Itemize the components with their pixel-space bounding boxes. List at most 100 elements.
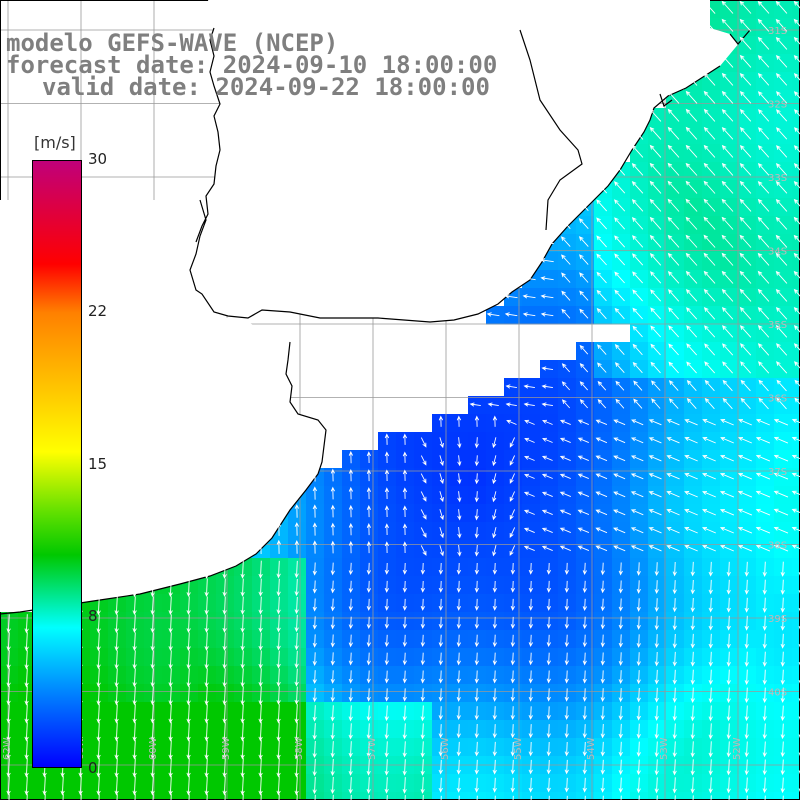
wind-arrow (348, 670, 353, 684)
wind-arrow (258, 650, 263, 669)
wind-arrow (756, 418, 770, 426)
wind-arrow (744, 651, 749, 667)
wind-arrow (618, 741, 623, 757)
wind-arrow (595, 455, 608, 462)
wind-arrow (506, 419, 517, 425)
wind-arrow (312, 776, 317, 795)
wind-arrow (510, 759, 515, 775)
wind-arrow (667, 108, 680, 122)
wind-arrow (366, 741, 371, 758)
wind-arrow (150, 740, 155, 760)
wind-arrow (457, 527, 462, 539)
wind-arrow (492, 652, 497, 666)
wind-arrow (649, 126, 662, 140)
wind-arrow (577, 545, 590, 552)
wind-arrow (708, 633, 713, 649)
wind-arrow (582, 706, 587, 721)
wind-arrow (566, 795, 568, 800)
wind-arrow (564, 562, 569, 575)
wind-arrow (458, 795, 460, 800)
wind-arrow (114, 560, 119, 580)
wind-arrow (740, 379, 751, 392)
wind-arrow (278, 794, 280, 800)
wind-arrow (702, 419, 716, 426)
wind-arrow (222, 632, 227, 651)
wind-arrow (667, 216, 680, 230)
wind-arrow (474, 455, 479, 467)
wind-arrow (690, 651, 695, 667)
wind-arrow (96, 614, 101, 634)
wind-arrow (684, 419, 698, 426)
wind-arrow (636, 687, 641, 703)
wind-cell (792, 270, 800, 289)
wind-arrow (561, 308, 571, 319)
wind-arrow (330, 540, 336, 554)
wind-arrow (540, 294, 554, 299)
wind-arrow (602, 795, 604, 800)
wind-arrows (6, 0, 800, 800)
wind-arrow (474, 415, 480, 427)
wind-arrow (168, 560, 173, 580)
wind-arrow (702, 455, 716, 462)
wind-cell (792, 36, 800, 55)
wind-arrow (740, 397, 751, 410)
wind-arrow (114, 650, 119, 670)
wind-arrow (618, 598, 623, 612)
wind-arrow (132, 614, 137, 634)
wind-arrow (757, 18, 770, 32)
wind-arrow (528, 634, 533, 648)
wind-arrow (457, 473, 462, 485)
wind-arrow (684, 473, 698, 480)
wind-arrow (474, 759, 479, 775)
colorbar-tick-30: 30 (88, 150, 108, 168)
wind-arrow (366, 541, 372, 554)
wind-arrow (722, 397, 733, 410)
valid-date: valid date: 2024-09-22 18:00:00 (42, 73, 490, 101)
wind-arrow (509, 455, 516, 466)
wind-arrow (648, 437, 662, 444)
wind-arrow (708, 723, 713, 740)
wind-arrow (649, 144, 662, 158)
wind-arrow (791, 544, 800, 550)
wind-arrow (24, 704, 29, 724)
wind-arrow (510, 670, 515, 684)
wind-arrow (492, 437, 497, 449)
wind-arrow (656, 795, 658, 800)
wind-arrow (168, 632, 173, 652)
wind-arrow (649, 253, 662, 266)
wind-cell (792, 0, 800, 19)
wind-arrow (708, 597, 713, 613)
wind-arrow (757, 163, 770, 176)
wind-arrow (561, 254, 571, 265)
wind-arrow (438, 580, 443, 593)
wind-arrow (276, 740, 281, 760)
wind-arrow (614, 253, 626, 266)
wind-arrow (439, 509, 444, 521)
wind-arrow (204, 668, 209, 688)
wind-arrow (757, 73, 770, 86)
wind-arrow (613, 455, 626, 462)
wind-arrow (780, 687, 785, 703)
wind-arrow (618, 723, 623, 739)
wind-arrow (685, 234, 698, 248)
wind-arrow (775, 234, 788, 248)
wind-arrow (523, 402, 535, 407)
wind-arrow (492, 473, 497, 485)
wind-arrow (366, 705, 371, 722)
wind-arrow (456, 652, 461, 666)
wind-arrow (702, 437, 716, 444)
wind-arrow (312, 522, 318, 536)
wind-arrow (384, 562, 389, 575)
wind-arrow (719, 490, 735, 498)
wind-arrow (204, 776, 209, 796)
wind-arrow (438, 670, 443, 684)
wind-arrow (685, 252, 698, 266)
wind-arrow (204, 740, 209, 760)
wind-arrow (402, 670, 407, 684)
wind-arrow (596, 217, 608, 230)
wind-arrow (614, 344, 625, 355)
wind-arrow (561, 363, 571, 373)
wind-arrow (564, 652, 569, 666)
wind-arrow (204, 521, 209, 537)
wind-arrow (312, 670, 317, 685)
